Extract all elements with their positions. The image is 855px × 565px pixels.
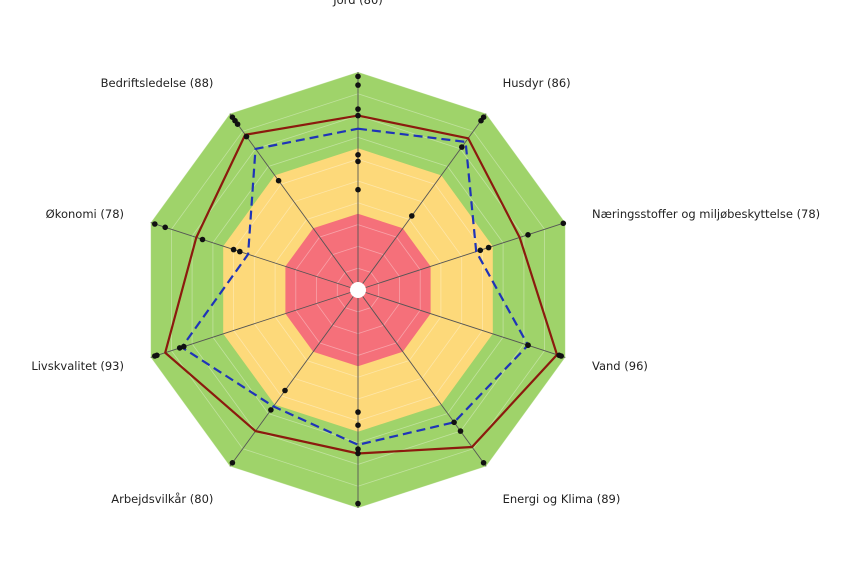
data-point bbox=[457, 428, 464, 434]
data-point bbox=[355, 106, 361, 112]
data-point bbox=[355, 500, 361, 507]
axis-spoke bbox=[229, 289, 359, 467]
axis-label: Vand (96) bbox=[592, 359, 648, 373]
axis-spoke bbox=[357, 289, 566, 358]
data-point bbox=[229, 460, 236, 466]
data-point bbox=[525, 232, 531, 238]
labels-layer: Jord (80) Husdyr (86) Næringsstoffer og mi… bbox=[31, 0, 820, 506]
data-point bbox=[268, 407, 274, 413]
data-point bbox=[282, 387, 288, 394]
data-point bbox=[152, 221, 158, 227]
data-point bbox=[451, 419, 457, 426]
points-layer bbox=[152, 73, 567, 507]
data-point bbox=[355, 422, 361, 429]
data-point bbox=[480, 460, 487, 466]
axis-label: Livskvalitet (93) bbox=[31, 359, 124, 373]
axis-label: Jord (80) bbox=[332, 0, 383, 7]
data-point bbox=[355, 152, 361, 158]
data-point bbox=[230, 246, 237, 253]
data-point bbox=[355, 409, 361, 415]
data-point bbox=[409, 213, 415, 219]
data-point bbox=[355, 158, 361, 165]
data-point bbox=[243, 133, 250, 140]
axis-label: Arbejdsvilkår (80) bbox=[111, 492, 213, 506]
data-point bbox=[237, 248, 243, 255]
data-point bbox=[355, 112, 361, 119]
axis-spoke bbox=[229, 113, 359, 291]
data-point bbox=[154, 352, 160, 359]
axis-label: Energi og Klima (89) bbox=[503, 492, 621, 506]
data-point bbox=[355, 446, 361, 452]
axis-label: Økonomi (78) bbox=[46, 207, 124, 221]
data-point bbox=[355, 82, 361, 88]
series-dashed bbox=[180, 127, 530, 446]
data-point bbox=[525, 342, 531, 349]
axis-label: Husdyr (86) bbox=[503, 76, 571, 90]
axis-spoke bbox=[357, 222, 566, 291]
axis-label: Næringsstoffer og miljøbeskyttelse (78) bbox=[592, 207, 820, 221]
data-point bbox=[234, 121, 241, 127]
data-point bbox=[181, 343, 187, 350]
data-point bbox=[355, 450, 361, 457]
axis-spoke bbox=[357, 113, 487, 291]
data-point bbox=[459, 144, 465, 150]
data-point bbox=[355, 73, 361, 80]
data-point bbox=[560, 220, 567, 227]
axis-spoke bbox=[150, 222, 359, 291]
data-point bbox=[275, 177, 282, 184]
data-point bbox=[556, 352, 562, 359]
data-point bbox=[199, 236, 206, 243]
data-point bbox=[477, 247, 484, 254]
data-point bbox=[485, 244, 492, 251]
axis-spoke bbox=[357, 289, 487, 467]
data-point bbox=[355, 186, 361, 193]
center-hole bbox=[350, 282, 366, 298]
data-point bbox=[478, 117, 484, 124]
data-point bbox=[162, 224, 168, 231]
axis-label: Bedriftsledelse (88) bbox=[101, 76, 214, 90]
